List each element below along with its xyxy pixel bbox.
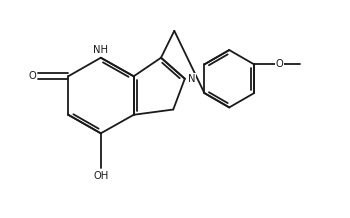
- Text: OH: OH: [93, 171, 108, 181]
- Text: NH: NH: [93, 45, 108, 55]
- Text: O: O: [28, 71, 36, 81]
- Text: N: N: [188, 74, 196, 84]
- Text: O: O: [275, 59, 283, 69]
